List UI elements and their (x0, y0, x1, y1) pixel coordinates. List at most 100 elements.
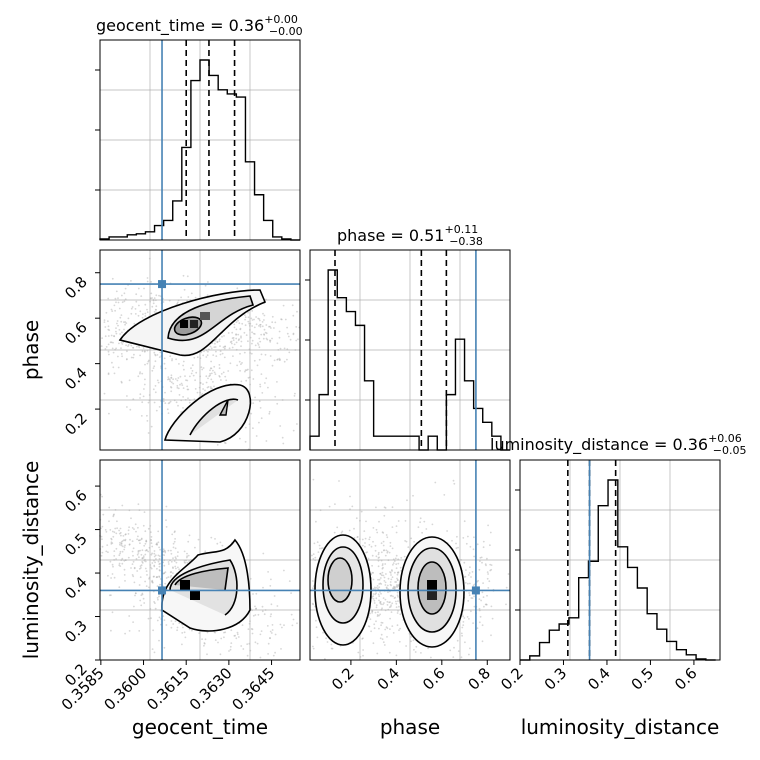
lumdist-vs-phase-sample (412, 639, 415, 642)
phase-vs-geocent-sample (130, 312, 133, 315)
phase-vs-geocent-sample (210, 387, 212, 390)
lumdist-vs-phase-sample (340, 531, 343, 534)
lumdist-vs-geocent-sample (167, 561, 170, 563)
phase-vs-geocent-sample (209, 369, 211, 372)
phase-vs-geocent-sample (210, 367, 213, 370)
lumdist-vs-phase-sample (384, 563, 387, 565)
lumdist-vs-geocent-sample (162, 615, 165, 617)
lumdist-vs-phase-sample (382, 597, 385, 599)
phase-vs-geocent-sample (278, 330, 281, 333)
lumdist-vs-geocent-sample (170, 620, 173, 622)
lumdist-vs-geocent-sample (152, 575, 155, 578)
lumdist-vs-geocent-sample (174, 565, 177, 568)
phase-vs-geocent-sample (248, 325, 251, 327)
lumdist-vs-geocent-sample (156, 567, 158, 570)
lumdist-vs-geocent-sample (267, 571, 269, 573)
lumdist-vs-geocent-sample (113, 559, 115, 561)
lumdist-vs-geocent-sample (254, 641, 257, 644)
lumdist-vs-geocent-sample (191, 629, 193, 632)
phase-vs-geocent-sample (196, 356, 199, 359)
phase-vs-geocent-sample (154, 391, 157, 394)
phase-vs-geocent-sample (249, 383, 252, 386)
lumdist-vs-phase-sample (371, 564, 373, 567)
lumdist-vs-geocent-sample (279, 623, 282, 626)
phase-vs-geocent-sample (117, 355, 119, 358)
phase-vs-geocent-sample (107, 320, 109, 323)
phase-vs-geocent-sample (218, 364, 221, 366)
lumdist-vs-phase-sample (395, 581, 398, 583)
phase-vs-geocent-sample (213, 385, 215, 388)
lumdist-vs-phase-sample (486, 571, 489, 573)
lumdist-vs-geocent-sample (155, 543, 158, 546)
lumdist-vs-phase-sample (369, 536, 371, 539)
phase-vs-geocent-sample (218, 338, 221, 341)
lumdist-vs-geocent-sample (165, 505, 168, 508)
lumdist-vs-geocent-sample (119, 552, 121, 555)
lumdist-vs-phase-sample (380, 542, 383, 545)
lumdist-vs-geocent-sample (158, 557, 161, 560)
lumdist-vs-phase-sample (423, 520, 426, 523)
lumdist-vs-geocent-sample (236, 633, 239, 636)
lumdist-vs-geocent-sample (118, 562, 121, 565)
phase-vs-geocent-sample (265, 324, 268, 326)
lumdist-vs-phase-sample (349, 508, 351, 511)
lumdist-vs-geocent-sample (121, 545, 124, 548)
lumdist-vs-phase-sample (395, 531, 398, 534)
lumdist-vs-geocent-sample (150, 542, 153, 544)
phase-vs-geocent-sample (262, 312, 264, 315)
lumdist-vs-geocent-sample (280, 648, 282, 650)
lumdist-vs-geocent-sample (112, 514, 115, 517)
phase-vs-geocent-sample (144, 315, 147, 317)
phase-vs-geocent-sample (258, 358, 261, 361)
lumdist-vs-phase-sample (380, 592, 382, 595)
phase-vs-geocent-sample (154, 360, 157, 363)
phase-vs-geocent-sample (236, 364, 239, 367)
lumdist-vs-phase-sample (396, 573, 399, 576)
phase-vs-geocent-sample (153, 401, 156, 404)
lumdist-vs-geocent-sample (163, 619, 166, 621)
phase-vs-geocent-sample (274, 321, 277, 324)
phase-vs-geocent-sample (261, 321, 264, 323)
lumdist-vs-phase-sample (400, 557, 403, 559)
lumdist-vs-geocent-sample (139, 599, 142, 602)
lumdist-vs-phase-sample (353, 527, 355, 530)
phase-vs-geocent-sample (146, 420, 149, 422)
phase-vs-geocent-sample (120, 347, 122, 350)
lumdist-vs-phase-sample (364, 537, 367, 540)
phase-vs-geocent-sample (137, 287, 140, 290)
lumdist-vs-geocent-sample (156, 597, 159, 599)
lumdist-vs-phase-sample (473, 605, 476, 608)
phase-vs-geocent-sample (128, 379, 131, 382)
lumdist-vs-phase-sample (489, 563, 492, 566)
lumdist-vs-geocent-sample (150, 538, 152, 541)
lumdist-vs-geocent-sample (163, 572, 166, 575)
lumdist-vs-geocent-sample (167, 563, 170, 565)
phase-vs-geocent-sample (216, 340, 219, 343)
lumdist-vs-phase-sample (377, 593, 380, 596)
lumdist-vs-phase-sample (462, 624, 465, 626)
lumdist-vs-geocent-sample (108, 506, 111, 509)
phase-vs-geocent-sample (117, 366, 120, 369)
lumdist-vs-phase-sample (389, 545, 392, 547)
phase-vs-geocent-sample (118, 328, 121, 331)
lumdist-vs-geocent-sample (254, 614, 257, 616)
lumdist-vs-phase-sample (356, 536, 359, 538)
lumdist-vs-geocent-sample (267, 642, 270, 645)
x-tick-label: 0.3645 (229, 664, 279, 714)
lumdist-vs-phase-sample (380, 624, 382, 627)
lumdist-vs-geocent-sample (177, 566, 179, 569)
phase-vs-geocent-sample (207, 350, 209, 353)
phase-vs-geocent-sample (243, 331, 246, 334)
lumdist-vs-geocent-sample (133, 581, 136, 584)
lumdist-vs-geocent-sample (203, 644, 205, 647)
lumdist-vs-geocent-sample (163, 564, 166, 567)
lumdist-vs-geocent-sample (128, 630, 131, 632)
phase-vs-geocent-sample (179, 375, 182, 378)
lumdist-vs-phase-sample (457, 650, 460, 652)
lumdist-vs-phase-sample (389, 541, 392, 544)
lumdist-vs-phase-sample (373, 586, 376, 589)
lumdist-vs-phase-sample (372, 595, 375, 598)
ylabel-phase: phase (19, 320, 43, 380)
lumdist-vs-phase-sample (325, 637, 327, 640)
phase-vs-geocent-sample (146, 311, 149, 313)
